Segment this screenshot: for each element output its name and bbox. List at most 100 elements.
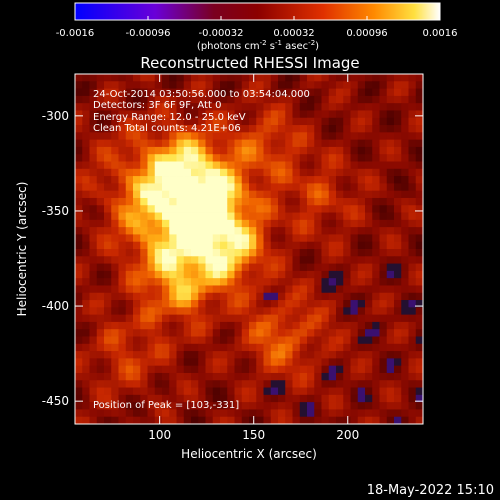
heatmap-cell xyxy=(191,95,199,104)
heatmap-cell xyxy=(372,197,380,206)
heatmap-cell xyxy=(256,416,264,425)
heatmap-cell xyxy=(220,300,228,308)
heatmap-cell xyxy=(386,300,395,308)
heatmap-cell xyxy=(307,227,315,235)
heatmap-cell xyxy=(336,307,344,316)
heatmap-cell xyxy=(118,336,127,345)
heatmap-cell xyxy=(205,197,214,206)
heatmap-cell xyxy=(75,292,83,301)
heatmap-cell xyxy=(263,292,272,301)
heatmap-cell xyxy=(408,351,417,359)
heatmap-cell xyxy=(314,372,322,381)
heatmap-cell xyxy=(125,132,134,141)
heatmap-cell xyxy=(343,234,351,243)
heatmap-cell xyxy=(372,81,380,89)
heatmap-cell xyxy=(379,103,388,111)
heatmap-cell xyxy=(278,132,286,141)
heatmap-cell xyxy=(321,329,330,337)
heatmap-cell xyxy=(227,88,235,97)
heatmap-cell xyxy=(125,263,134,272)
heatmap-cell xyxy=(104,270,112,279)
heatmap-cell xyxy=(307,81,315,89)
heatmap-cell xyxy=(321,321,330,330)
heatmap-cell xyxy=(75,387,83,396)
heatmap-cell xyxy=(227,365,235,374)
heatmap-cell xyxy=(292,117,301,126)
heatmap-cell xyxy=(314,270,322,279)
heatmap-cell xyxy=(183,197,192,206)
heatmap-cell xyxy=(241,307,250,316)
heatmap-cell xyxy=(140,307,148,316)
heatmap-cell xyxy=(234,336,243,345)
heatmap-cell xyxy=(212,256,221,264)
heatmap-cell xyxy=(292,234,301,243)
heatmap-cell xyxy=(234,88,243,97)
heatmap-cell xyxy=(212,249,221,257)
heatmap-cell xyxy=(394,380,402,388)
heatmap-cell xyxy=(154,88,163,97)
heatmap-cell xyxy=(183,358,192,367)
heatmap-cell xyxy=(270,183,279,192)
heatmap-cell xyxy=(314,409,322,418)
heatmap-image xyxy=(75,74,424,425)
heatmap-cell xyxy=(357,256,366,264)
heatmap-cell xyxy=(111,168,119,177)
heatmap-cell xyxy=(205,81,214,89)
heatmap-cell xyxy=(249,81,257,89)
heatmap-cell xyxy=(183,380,192,388)
heatmap-cell xyxy=(256,321,264,330)
heatmap-cell xyxy=(401,351,409,359)
heatmap-cell xyxy=(111,132,119,141)
heatmap-cell xyxy=(205,234,214,243)
heatmap-cell xyxy=(408,409,417,418)
heatmap-cell xyxy=(336,212,344,221)
heatmap-cell xyxy=(147,88,156,97)
heatmap-cell xyxy=(140,321,148,330)
heatmap-cell xyxy=(133,394,141,403)
heatmap-cell xyxy=(220,321,228,330)
heatmap-cell xyxy=(241,212,250,221)
heatmap-cell xyxy=(249,125,257,133)
heatmap-cell xyxy=(176,336,185,345)
heatmap-cell xyxy=(357,336,366,345)
heatmap-cell xyxy=(307,372,315,381)
heatmap-cell xyxy=(133,256,141,264)
heatmap-cell xyxy=(285,343,293,352)
heatmap-cell xyxy=(285,263,293,272)
heatmap-cell xyxy=(96,285,105,294)
heatmap-cell xyxy=(125,292,134,301)
heatmap-cell xyxy=(234,270,243,279)
heatmap-cell xyxy=(220,132,228,141)
heatmap-cell xyxy=(270,321,279,330)
heatmap-cell xyxy=(198,358,206,367)
heatmap-cell xyxy=(415,314,424,323)
heatmap-cell xyxy=(285,285,293,294)
heatmap-cell xyxy=(212,321,221,330)
heatmap-cell xyxy=(365,117,373,126)
heatmap-cell xyxy=(328,88,337,97)
heatmap-cell xyxy=(111,365,119,374)
heatmap-cell xyxy=(191,176,199,184)
heatmap-cell xyxy=(336,154,344,162)
heatmap-cell xyxy=(394,161,402,170)
heatmap-cell xyxy=(125,205,134,213)
heatmap-cell xyxy=(386,329,395,337)
heatmap-cell xyxy=(343,285,351,294)
heatmap-cell xyxy=(133,387,141,396)
heatmap-cell xyxy=(278,263,286,272)
heatmap-cell xyxy=(154,110,163,119)
heatmap-cell xyxy=(314,161,322,170)
heatmap-cell xyxy=(183,307,192,316)
heatmap-cell xyxy=(270,329,279,337)
heatmap-cell xyxy=(104,110,112,119)
heatmap-cell xyxy=(176,234,185,243)
heatmap-cell xyxy=(321,372,330,381)
heatmap-cell xyxy=(343,372,351,381)
heatmap-cell xyxy=(336,132,344,141)
heatmap-cell xyxy=(307,263,315,272)
heatmap-cell xyxy=(96,387,105,396)
heatmap-cell xyxy=(314,300,322,308)
heatmap-cell xyxy=(162,205,170,213)
heatmap-cell xyxy=(133,409,141,418)
heatmap-cell xyxy=(82,88,90,97)
